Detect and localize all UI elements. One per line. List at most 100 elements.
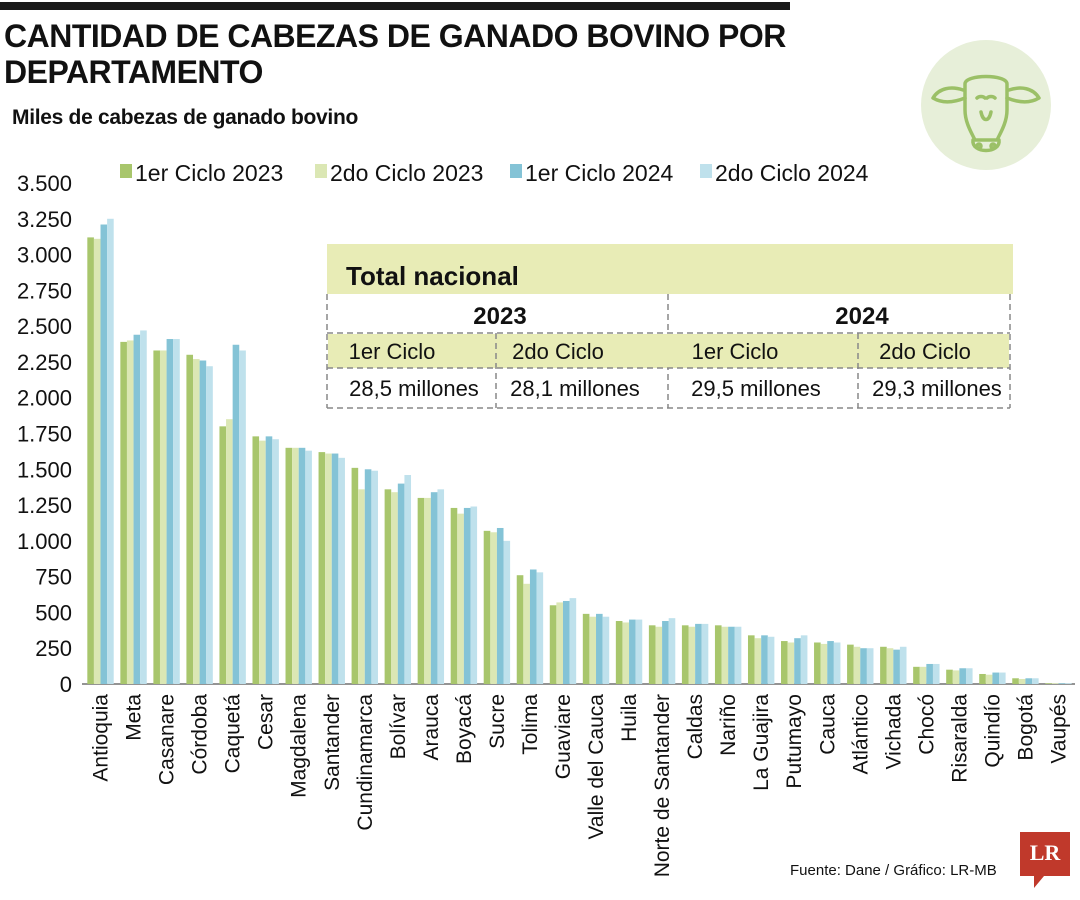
bar	[331, 453, 339, 684]
bar	[688, 626, 696, 684]
bar	[992, 672, 1000, 684]
y-tick-label: 3.500	[17, 171, 72, 196]
y-tick-label: 3.250	[17, 207, 72, 232]
bar	[833, 642, 841, 684]
y-tick-label: 500	[35, 600, 72, 625]
year-2024-header: 2024	[835, 303, 889, 330]
x-tick-label: Bolívar	[387, 694, 410, 759]
y-tick-label: 3.000	[17, 243, 72, 268]
bar	[787, 642, 795, 684]
bar	[100, 224, 108, 685]
bar	[133, 334, 141, 684]
x-tick-label: Caldas	[684, 694, 707, 759]
bar	[1018, 678, 1026, 684]
bar	[913, 666, 920, 684]
bar	[87, 237, 94, 684]
bar	[318, 452, 326, 684]
legend-swatch	[120, 164, 132, 178]
lr-logo-text: LR	[1029, 840, 1061, 865]
bar	[886, 648, 894, 684]
legend-label: 2do Ciclo 2023	[330, 160, 483, 186]
bar	[622, 622, 630, 684]
x-tick-label: Huila	[618, 694, 641, 742]
bar	[490, 532, 497, 684]
bar	[681, 625, 689, 684]
bar	[959, 668, 966, 684]
y-tick-label: 1.750	[17, 422, 72, 447]
bar	[159, 350, 167, 684]
bar	[695, 623, 702, 684]
bar	[259, 440, 266, 684]
x-tick-label: Chocó	[915, 694, 938, 755]
bar	[120, 341, 127, 684]
bar	[893, 649, 900, 684]
x-tick-label: Bogotá	[1014, 694, 1037, 761]
x-tick-label: Magdalena	[288, 694, 311, 798]
bar	[602, 616, 610, 684]
legend-label: 1er Ciclo 2023	[135, 160, 283, 186]
bar	[463, 507, 471, 684]
legend-label: 1er Ciclo 2024	[525, 160, 674, 186]
bar	[946, 669, 953, 684]
x-tick-label: Nariño	[717, 694, 740, 756]
bar	[292, 447, 299, 684]
x-tick-label: Boyacá	[453, 694, 476, 764]
bar	[496, 527, 504, 684]
cycle-header-4: 2do Ciclo	[879, 339, 971, 364]
bar	[549, 605, 557, 684]
bar	[629, 619, 636, 684]
bar	[166, 339, 174, 684]
bar	[199, 360, 207, 684]
bar	[648, 625, 656, 684]
x-tick-label: Vaupés	[1047, 694, 1070, 764]
bar	[338, 457, 345, 684]
bar	[285, 447, 293, 684]
bar	[126, 340, 134, 684]
bar	[404, 475, 412, 684]
bar	[226, 419, 233, 684]
y-tick-label: 2.000	[17, 386, 72, 411]
bar	[979, 673, 986, 684]
bar	[186, 354, 194, 684]
bar	[985, 674, 993, 684]
x-tick-label: Cesar	[255, 694, 278, 750]
bar	[952, 670, 960, 684]
x-tick-label: Guaviare	[552, 694, 575, 779]
legend-label: 2do Ciclo 2024	[715, 160, 869, 186]
x-tick-label: Cundinamarca	[354, 694, 377, 831]
bar	[397, 483, 405, 684]
cycle-header-3: 1er Ciclo	[692, 339, 779, 364]
bar	[853, 646, 861, 684]
bar	[800, 635, 808, 684]
x-tick-label: Arauca	[420, 694, 443, 761]
value-2024-cycle1: 29,5 millones	[691, 376, 821, 401]
bar	[932, 663, 940, 684]
y-tick-label: 250	[35, 636, 72, 661]
bar	[391, 492, 398, 684]
bar	[569, 598, 577, 684]
page-title: CANTIDAD DE CABEZAS DE GANADO BOVINO POR…	[4, 18, 786, 90]
bar	[827, 641, 834, 684]
bar	[1032, 678, 1039, 684]
bar	[305, 450, 312, 684]
table-title: Total nacional	[346, 261, 519, 291]
bar	[173, 339, 180, 684]
bar	[358, 489, 365, 684]
bar	[536, 572, 544, 684]
bar	[424, 497, 431, 684]
bar	[582, 613, 590, 684]
y-tick-label: 0	[60, 672, 72, 697]
x-tick-label: Córdoba	[189, 694, 212, 775]
source-note: Fuente: Dane / Gráfico: LR-MB	[790, 862, 997, 879]
bar	[721, 626, 729, 684]
y-tick-label: 2.500	[17, 314, 72, 339]
bar	[899, 646, 907, 684]
bar	[794, 638, 801, 684]
x-tick-label: Risaralda	[948, 694, 971, 783]
bar	[767, 636, 775, 684]
x-tick-label: Quindío	[981, 694, 1004, 768]
x-tick-label: Caquetá	[222, 694, 245, 774]
x-tick-label: Tolima	[519, 694, 542, 755]
bar	[272, 439, 279, 684]
